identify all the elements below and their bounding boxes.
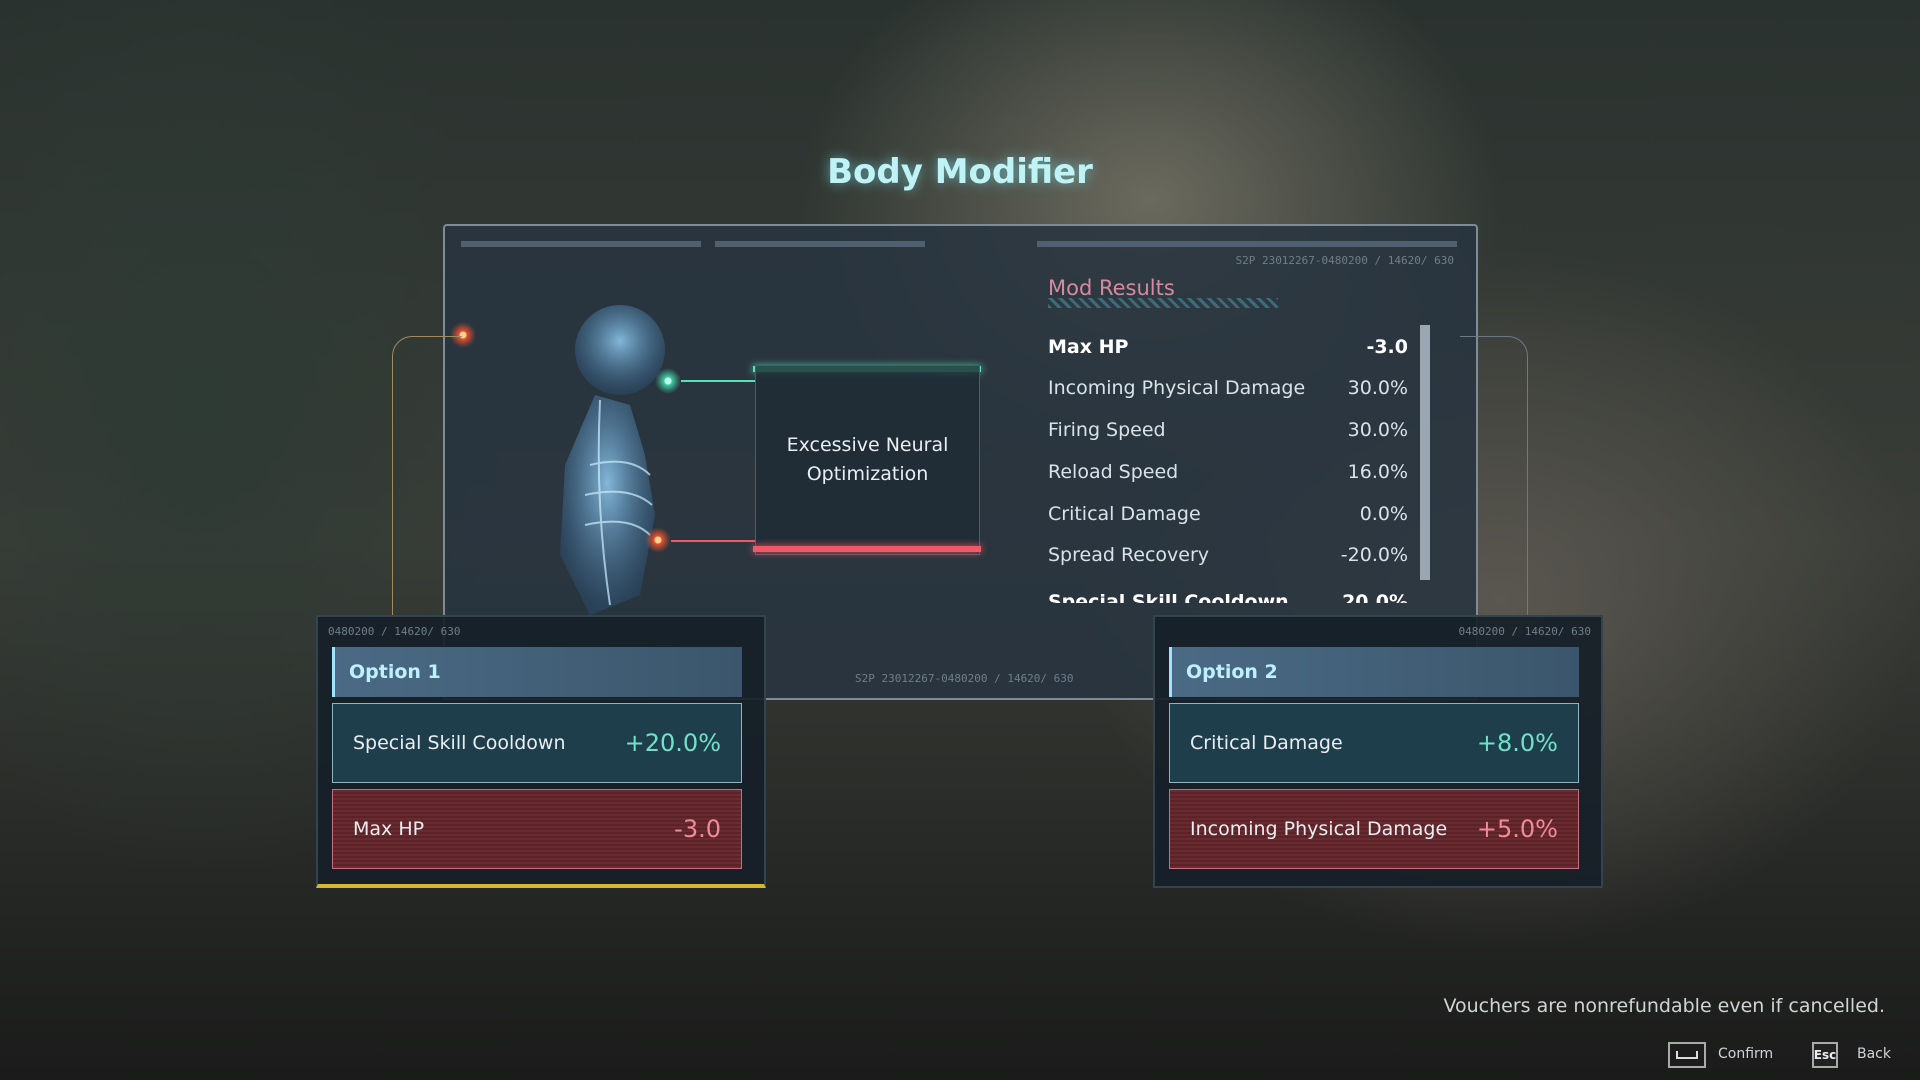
result-value: 0.0% <box>1359 503 1408 525</box>
debuff-value: -3.0 <box>674 815 721 843</box>
debuff-label: Incoming Physical Damage <box>1190 818 1448 840</box>
result-label: Reload Speed <box>1048 461 1179 483</box>
panel-divider <box>461 241 701 247</box>
page-title: Body Modifier <box>827 152 1093 192</box>
serial-code: 0480200 / 14620/ 630 <box>1458 625 1591 638</box>
space-glyph <box>1676 1051 1698 1059</box>
result-row: Firing Speed 30.0% <box>1048 415 1408 445</box>
skeleton-body-icon <box>560 305 665 615</box>
mod-node-box: Excessive Neural Optimization <box>755 365 980 555</box>
back-button[interactable]: Back <box>1857 1046 1891 1062</box>
head-node-icon <box>655 368 681 394</box>
chest-node-icon <box>645 527 671 553</box>
panel-divider <box>1037 241 1457 247</box>
result-label: Critical Damage <box>1048 503 1201 525</box>
esc-key-icon[interactable]: Esc <box>1812 1042 1838 1068</box>
results-scrollbar[interactable] <box>1420 325 1430 580</box>
result-value: 30.0% <box>1347 377 1408 399</box>
connector-line <box>671 540 755 542</box>
result-label: Incoming Physical Damage <box>1048 377 1306 399</box>
panel-divider <box>715 241 925 247</box>
result-value: 20.0% <box>1342 591 1408 603</box>
result-label: Spread Recovery <box>1048 544 1210 566</box>
connector-line <box>681 380 755 382</box>
result-label: Special Skill Cooldown <box>1048 591 1289 603</box>
result-row-clipped: Special Skill Cooldown 20.0% <box>1048 587 1408 603</box>
buff-value: +8.0% <box>1476 729 1558 757</box>
mod-results-title: Mod Results <box>1048 276 1175 300</box>
title-stripe <box>1048 298 1278 308</box>
serial-code: 0480200 / 14620/ 630 <box>328 625 461 638</box>
debuff-value: +5.0% <box>1476 815 1558 843</box>
result-label: Max HP <box>1048 336 1129 358</box>
result-value: 30.0% <box>1347 419 1408 441</box>
option-buff-row: Special Skill Cooldown +20.0% <box>332 703 742 783</box>
option-2-card[interactable]: 0480200 / 14620/ 630 Option 2 Critical D… <box>1153 615 1603 888</box>
buff-value: +20.0% <box>624 729 721 757</box>
option-buff-row: Critical Damage +8.0% <box>1169 703 1579 783</box>
result-row: Max HP -3.0 <box>1048 332 1408 362</box>
option-1-card[interactable]: 0480200 / 14620/ 630 Option 1 Special Sk… <box>316 615 766 888</box>
voucher-notice: Vouchers are nonrefundable even if cance… <box>1443 995 1885 1017</box>
result-value: 16.0% <box>1347 461 1408 483</box>
option-header: Option 2 <box>1169 647 1579 697</box>
connector-line <box>392 336 462 616</box>
buff-label: Critical Damage <box>1190 732 1343 754</box>
result-row: Incoming Physical Damage 30.0% <box>1048 373 1408 403</box>
connector-line <box>1460 336 1528 616</box>
option-debuff-row: Incoming Physical Damage +5.0% <box>1169 789 1579 869</box>
space-key-icon[interactable] <box>1668 1042 1706 1068</box>
result-row: Reload Speed 16.0% <box>1048 457 1408 487</box>
serial-code: S2P 23012267-0480200 / 14620/ 630 <box>1235 254 1454 267</box>
debuff-bar <box>753 546 981 552</box>
result-value: -3.0 <box>1366 336 1408 358</box>
option-debuff-row: Max HP -3.0 <box>332 789 742 869</box>
serial-code: S2P 23012267-0480200 / 14620/ 630 <box>855 672 1074 685</box>
result-row: Spread Recovery -20.0% <box>1048 540 1408 570</box>
buff-label: Special Skill Cooldown <box>353 732 566 754</box>
debuff-label: Max HP <box>353 818 425 840</box>
result-row: Critical Damage 0.0% <box>1048 499 1408 529</box>
confirm-button[interactable]: Confirm <box>1718 1046 1774 1062</box>
result-value: -20.0% <box>1340 544 1408 566</box>
result-label: Firing Speed <box>1048 419 1166 441</box>
option-header: Option 1 <box>332 647 742 697</box>
